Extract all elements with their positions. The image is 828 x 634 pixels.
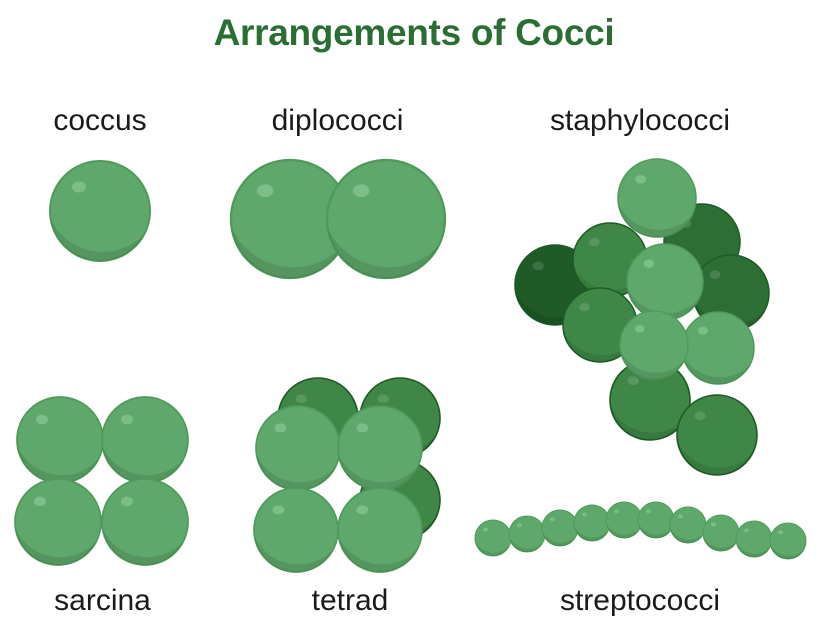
sarcina-cell-4-shade xyxy=(102,528,184,565)
streptococcus-cell-7-shade xyxy=(670,527,705,543)
coccus-cell-shade xyxy=(50,218,145,262)
staph-cell-6-shade xyxy=(677,441,753,475)
sarcina-cell-2-highlight xyxy=(120,414,133,425)
label-tetrad: tetrad xyxy=(311,584,389,617)
label-sarcina: sarcina xyxy=(54,584,151,617)
streptococcus-cell-5-highlight xyxy=(613,509,619,514)
diplococcus-cell-2-highlight xyxy=(352,184,370,198)
coccus-group xyxy=(49,160,151,262)
staphylococci-group xyxy=(514,158,770,476)
streptococcus-cell-7-highlight xyxy=(677,514,683,519)
sarcina-group xyxy=(14,396,189,566)
streptococcus-cell-3-highlight xyxy=(549,517,555,522)
tetrad-back-2-highlight xyxy=(377,394,389,404)
label-streptococci: streptococci xyxy=(559,584,721,617)
staph-cell-11-highlight xyxy=(634,324,645,333)
streptococcus-cell-1-shade xyxy=(475,540,510,556)
streptococcus-cell-6-shade xyxy=(638,522,673,538)
sarcina-cell-2-shade xyxy=(102,446,184,484)
streptococcus-cell-3-shade xyxy=(542,530,577,547)
label-staphylococci: staphylococci xyxy=(549,104,731,137)
streptococcus-cell-10-highlight xyxy=(777,530,783,535)
tetrad-front-3-shade xyxy=(254,536,334,573)
streptococcus-cell-1-highlight xyxy=(482,527,488,532)
streptococcus-cell-4-highlight xyxy=(581,512,587,517)
tetrad-group xyxy=(253,377,441,573)
tetrad-front-1-highlight xyxy=(274,423,287,433)
diplococcus-cell-1-highlight xyxy=(256,184,274,198)
streptococcus-cell-4-shade xyxy=(574,525,609,541)
staph-cell-4-highlight xyxy=(589,238,600,247)
streptococcus-cell-10-shade xyxy=(770,543,805,560)
streptococcus-cell-9-highlight xyxy=(743,528,749,533)
tetrad-front-4-highlight xyxy=(356,505,369,515)
staph-cell-9-highlight xyxy=(643,259,655,268)
staph-cell-2-highlight xyxy=(709,270,721,279)
streptococcus-cell-8-shade xyxy=(703,535,738,551)
staph-cell-11-shade xyxy=(620,350,685,379)
streptococcus-cell-8-highlight xyxy=(710,522,716,527)
diplococci-group xyxy=(229,158,447,280)
streptococcus-cell-2-shade xyxy=(509,536,544,552)
tetrad-front-3-highlight xyxy=(272,505,285,515)
staph-cell-5-highlight xyxy=(627,376,639,386)
sarcina-cell-1-highlight xyxy=(35,414,48,425)
streptococcus-cell-6-highlight xyxy=(645,509,651,514)
staph-cell-3-highlight xyxy=(532,261,544,271)
tetrad-back-1-highlight xyxy=(295,394,307,404)
label-diplococci: diplococci xyxy=(271,104,404,137)
tetrad-front-2-shade xyxy=(338,454,418,490)
staph-cell-8-shade xyxy=(618,204,692,238)
diplococcus-cell-1-shade xyxy=(231,228,343,278)
staph-cell-8-highlight xyxy=(635,174,647,184)
tetrad-front-1-shade xyxy=(256,454,336,490)
staph-cell-7-highlight xyxy=(579,303,590,312)
coccus-cell-highlight xyxy=(72,181,86,193)
tetrad-front-4-shade xyxy=(338,536,418,572)
streptococcus-cell-5-shade xyxy=(606,522,641,538)
sarcina-cell-3-highlight xyxy=(33,496,46,507)
staph-cell-7-shade xyxy=(563,330,633,363)
diagram-title: Arrangements of Cocci xyxy=(213,12,615,53)
staph-cell-6 xyxy=(676,394,758,476)
sarcina-cell-1-shade xyxy=(17,446,99,484)
sarcina-cell-4-highlight xyxy=(120,496,133,507)
diplococcus-cell-2-shade xyxy=(327,228,439,278)
label-coccus: coccus xyxy=(53,104,147,137)
tetrad-front-2-highlight xyxy=(356,423,369,433)
streptococci-group xyxy=(474,501,807,560)
staph-cell-5-shade xyxy=(610,406,686,440)
staph-cell-6-highlight xyxy=(694,411,706,421)
staph-cell-10-highlight xyxy=(697,326,708,335)
sarcina-cell-3-shade xyxy=(15,528,97,565)
staph-cell-10-shade xyxy=(682,353,751,385)
streptococcus-cell-2-highlight xyxy=(516,523,522,528)
streptococcus-cell-9-shade xyxy=(736,541,771,557)
